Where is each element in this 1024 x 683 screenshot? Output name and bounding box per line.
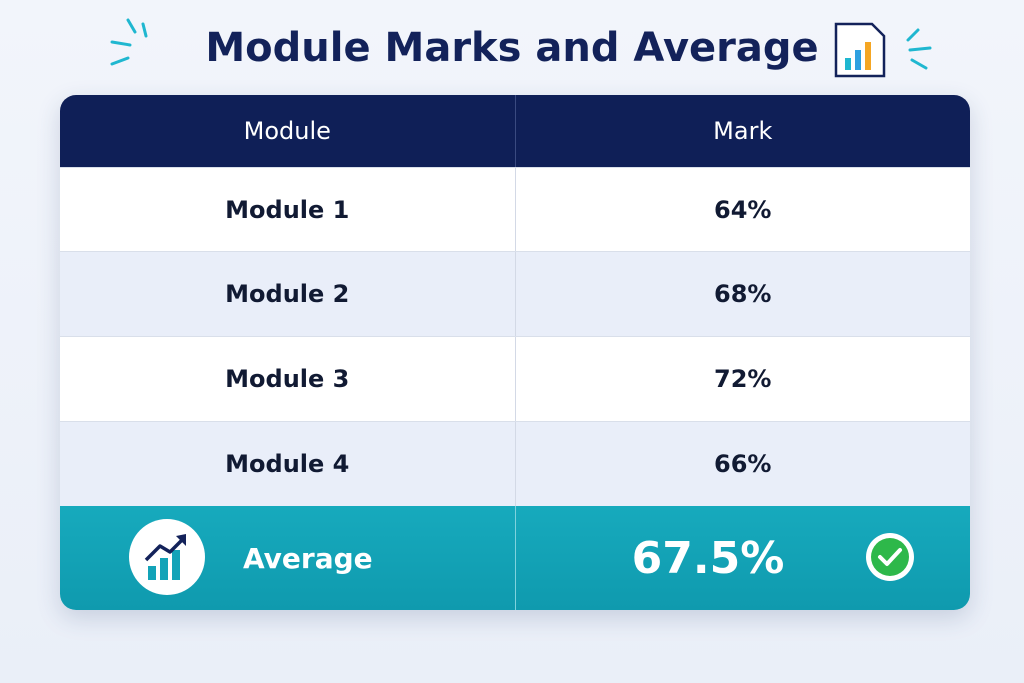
mark-cell: 68% [514, 252, 971, 336]
module-cell: Module 3 [225, 365, 350, 393]
module-cell: Module 4 [225, 450, 350, 478]
average-row: Average 67.5% [60, 506, 970, 610]
document-icon [834, 22, 886, 78]
title-decoration [110, 18, 932, 78]
table-row: Module 1 64% [60, 167, 970, 252]
sparkle-right [906, 28, 932, 70]
sparkle-left [110, 18, 148, 66]
title: Module Marks and Average [205, 25, 819, 71]
average-label: Average [243, 541, 373, 575]
header-cell: Module [243, 117, 331, 145]
module-cell: Module 2 [225, 280, 350, 308]
table-row: Module 4 66% [60, 421, 970, 506]
table: Module Mark Module 1 64% Module 2 68% Mo… [60, 95, 970, 610]
mark-cell: 64% [514, 168, 971, 252]
header-row: Module Mark [60, 95, 970, 167]
table-row: Module 3 72% [60, 336, 970, 421]
mark-cell: 72% [514, 337, 971, 421]
mark-cell: 66% [514, 422, 971, 506]
header-cell: Mark [514, 95, 971, 167]
table-row: Module 2 68% [60, 251, 970, 336]
average-value: 67.5% [515, 506, 970, 610]
module-cell: Module 1 [225, 196, 350, 224]
